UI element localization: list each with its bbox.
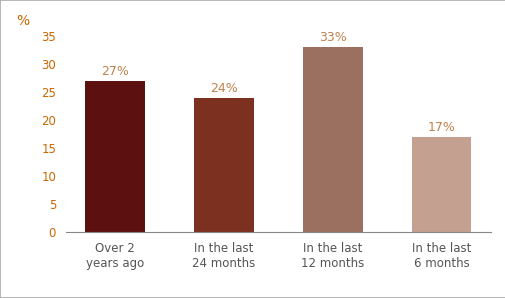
Text: 24%: 24%	[210, 82, 237, 95]
Bar	[85, 81, 144, 232]
Bar	[411, 137, 471, 232]
Text: 27%: 27%	[101, 65, 129, 78]
Bar	[302, 47, 362, 232]
Bar	[193, 97, 254, 232]
Y-axis label: %: %	[17, 14, 30, 28]
Text: 33%: 33%	[318, 31, 346, 44]
Text: 17%: 17%	[427, 121, 454, 134]
